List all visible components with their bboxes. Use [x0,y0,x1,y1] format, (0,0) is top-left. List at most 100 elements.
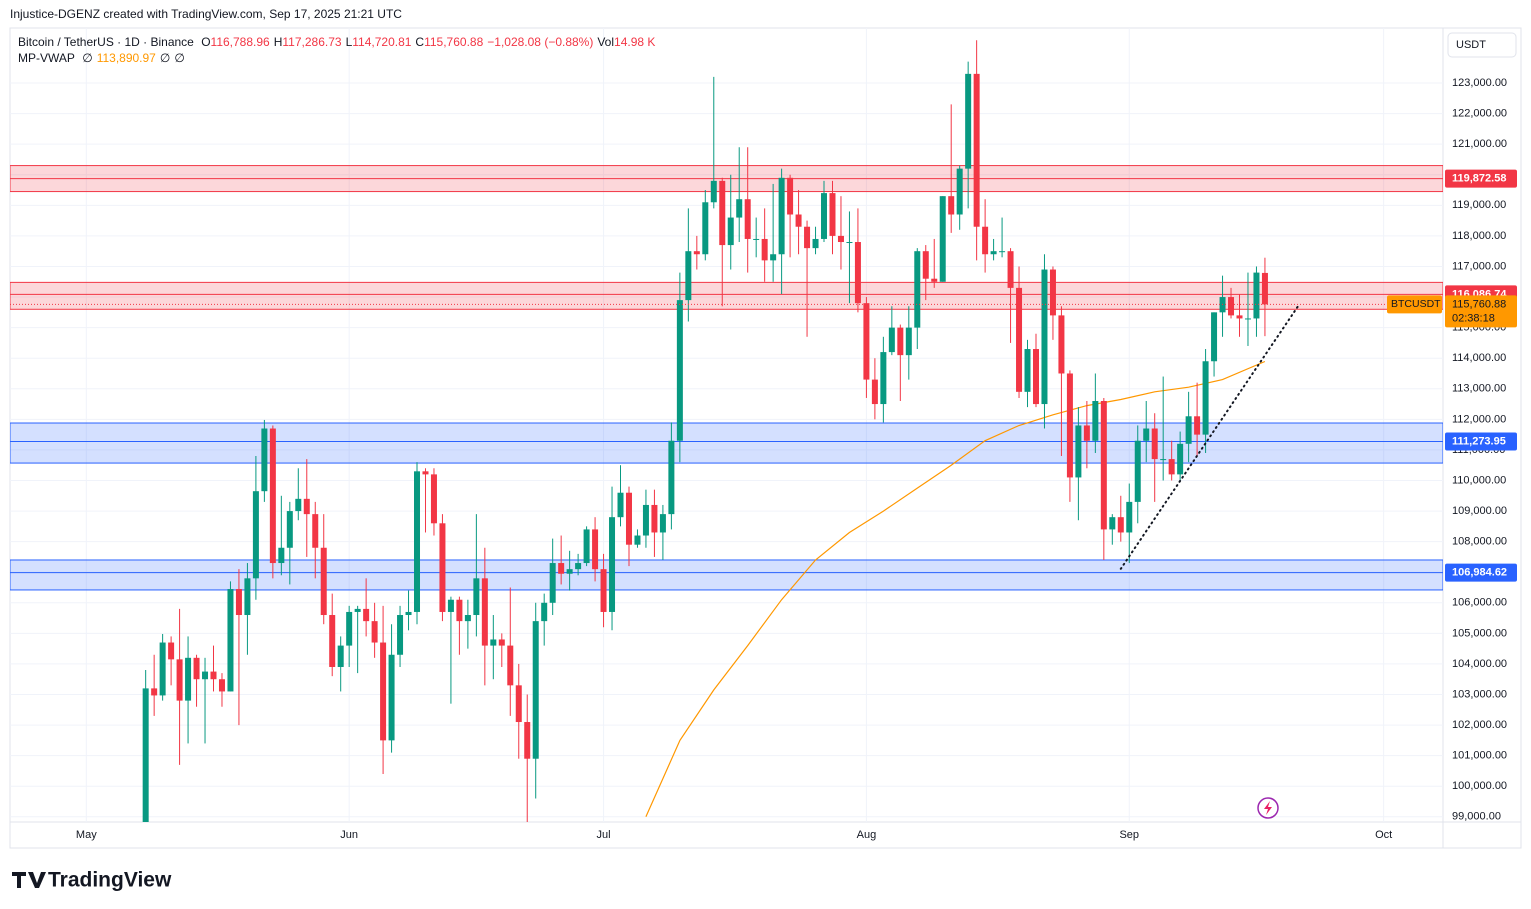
candle-body [1194,416,1201,435]
candle-body [168,642,175,660]
candle-body [1177,443,1184,475]
candle-body [999,251,1006,253]
candle-body [1109,517,1116,530]
symbol-tag [1387,295,1442,314]
candle-body [1202,361,1209,435]
candle-body [1075,425,1082,478]
candle-body [871,379,878,405]
ohlc-value: 116,788.96 [210,35,270,49]
candle-body [812,238,819,249]
candle-body [193,657,200,680]
candle-body [1041,269,1048,405]
brand: TradingView [48,869,172,892]
y-tick-label: 112,000.00 [1452,413,1506,425]
ohlc-value: 115,760.88 [424,35,484,49]
candle-body [685,251,692,301]
y-tick-label: 122,000.00 [1452,108,1507,120]
candle-body [397,615,404,655]
y-tick-label: 119,000.00 [1452,199,1506,211]
level-label: 111,273.95 [1452,435,1506,447]
last-price-tag [1445,295,1517,328]
y-tick-label: 102,000.00 [1452,719,1507,731]
candle-body [473,578,480,616]
candle-body [1236,315,1243,319]
candle-body [447,599,454,612]
y-tick-label: 106,000.00 [1452,597,1507,609]
candle-body [905,327,912,356]
candle-body [931,278,938,282]
y-tick-label: 101,000.00 [1452,750,1507,762]
level-label: 106,984.62 [1452,567,1507,579]
candle-body [312,514,319,548]
candle-body [363,608,370,622]
y-tick-label: 100,000.00 [1452,780,1507,792]
legend-row: Bitcoin / TetherUS · 1D · Binance O116,7… [18,35,659,49]
candle-body [1032,349,1039,405]
candle-body [541,602,548,622]
zone [10,422,1443,464]
candle-body [235,589,242,616]
y-tick-label: 113,000.00 [1452,383,1506,395]
candle-body [524,722,531,759]
candle-body [380,642,387,741]
candle-body [414,471,421,612]
candle-body [888,327,895,353]
candle-body [202,671,209,680]
y-tick-label: 123,000.00 [1452,77,1507,89]
x-tick-label: Sep [1119,829,1139,841]
logo-mark [12,872,46,888]
candle-body [346,611,353,646]
candle-body [430,474,437,524]
candle-body [1160,459,1167,461]
candle-body [634,535,641,545]
candle-body [719,180,726,246]
indicator-flag: ∅ [174,51,185,65]
x-tick-label: Jul [597,829,611,841]
y-tick-label: 114,000.00 [1452,352,1506,364]
candle-body [693,251,700,255]
candle-body [829,193,836,236]
level-tag [1445,169,1517,188]
candle-body [939,196,946,282]
candle-body [337,645,344,667]
candle-body [388,654,395,741]
candle-body [1228,297,1235,316]
indicator-row: MP-VWAP ∅ 113,890.97 ∅ ∅ [18,51,189,65]
level-label: 119,872.58 [1452,173,1506,185]
candle-body [210,671,217,680]
currency: USDT [1456,39,1486,51]
indicator-flag: ∅ [159,51,171,65]
candle-body [617,492,624,518]
candle-body [464,615,471,622]
candle-body [422,471,429,475]
candle-body [1024,349,1031,392]
candle-body [702,202,709,255]
candle-body [821,193,828,239]
ohlc-value: 117,286.73 [282,35,342,49]
trendline [1119,303,1300,570]
candle-body [1092,400,1099,441]
indicator-name: MP-VWAP [18,51,75,65]
candle-body [1007,251,1014,288]
currency-box[interactable] [1447,32,1517,58]
candles [142,40,1268,822]
candle-body [990,251,997,255]
candle-body [625,492,632,545]
candle-body [1134,440,1141,502]
candle-body [761,238,768,261]
candle-body [795,214,802,227]
candle-body [676,300,683,441]
candle-body [1185,416,1192,444]
candle-body [244,578,251,616]
candle-body [804,226,811,249]
level-tag [1445,432,1517,451]
candle-body [778,177,785,255]
ohlc-label: H [273,35,283,49]
y-tick-label: 103,000.00 [1452,688,1507,700]
candle-body [1253,272,1260,319]
candle-body [261,428,268,492]
candle-body [142,688,149,822]
candle-body [159,642,166,696]
candle-body [295,498,302,512]
